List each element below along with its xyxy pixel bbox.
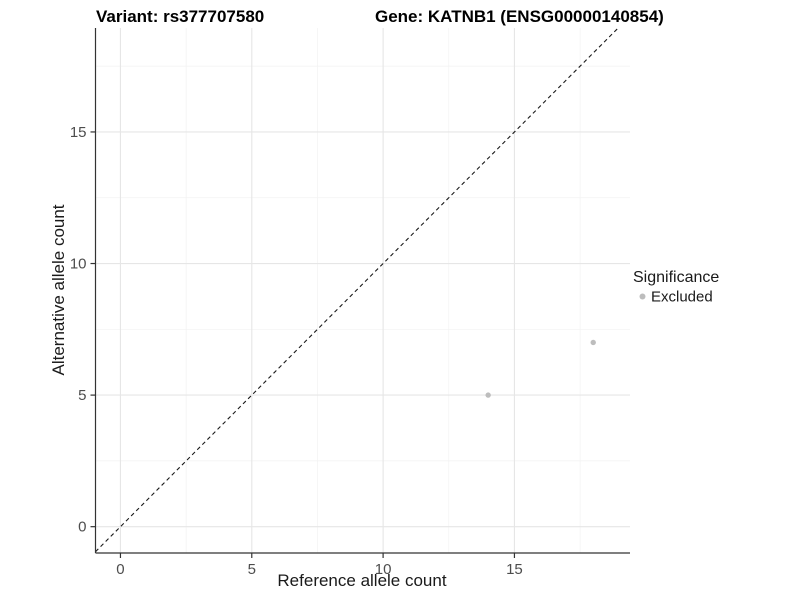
data-points bbox=[485, 339, 596, 398]
identity-line bbox=[95, 27, 619, 553]
tick-marks bbox=[90, 131, 516, 558]
axis-lines bbox=[94, 28, 630, 554]
x-tick-label: 5 bbox=[248, 561, 256, 578]
plot-title-gene: Gene: KATNB1 (ENSG00000140854) bbox=[375, 7, 664, 26]
grid-minor-lines bbox=[95, 28, 630, 553]
x-axis-label: Reference allele count bbox=[277, 571, 446, 590]
x-tick-label: 10 bbox=[375, 561, 392, 578]
x-tick-label: 0 bbox=[116, 561, 124, 578]
y-tick-label: 15 bbox=[70, 124, 87, 141]
legend: Significance Excluded bbox=[633, 269, 719, 306]
plot-title-variant: Variant: rs377707580 bbox=[96, 7, 264, 26]
y-tick-label: 5 bbox=[78, 387, 86, 404]
legend-item-label: Excluded bbox=[651, 289, 713, 306]
y-tick-label: 10 bbox=[70, 256, 87, 273]
tick-labels: 0 5 10 15 0 5 10 15 bbox=[70, 124, 523, 578]
legend-title: Significance bbox=[633, 269, 719, 286]
y-tick-label: 0 bbox=[78, 519, 86, 536]
identity-dashed-line bbox=[95, 27, 619, 553]
legend-key-point-icon bbox=[639, 293, 646, 300]
y-axis-label: Alternative allele count bbox=[49, 204, 68, 375]
x-tick-label: 15 bbox=[506, 561, 523, 578]
grid-major-lines bbox=[95, 28, 630, 553]
scatter-point bbox=[590, 339, 596, 346]
scatter-point bbox=[485, 392, 491, 398]
